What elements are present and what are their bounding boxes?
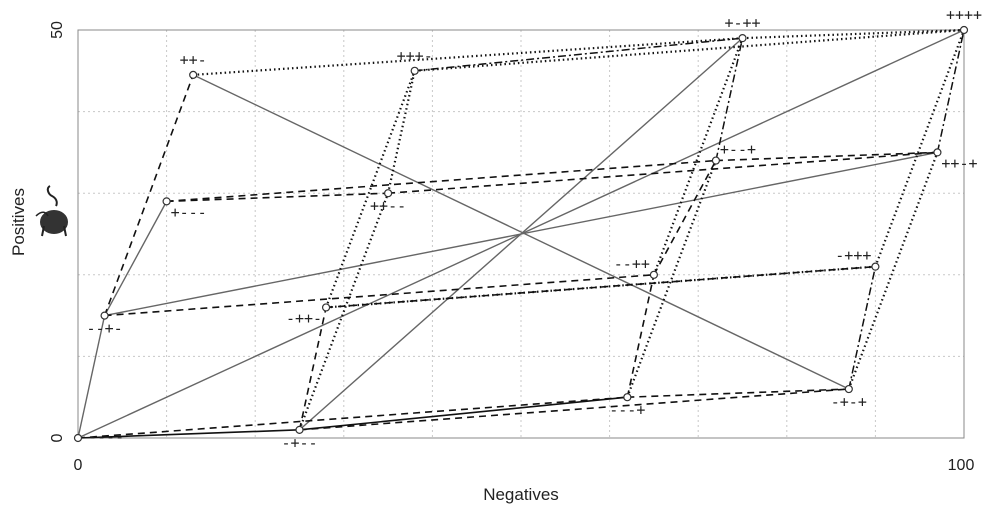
lattice-edge-p2-p4 bbox=[103, 74, 194, 316]
y-axis-title: Positives bbox=[9, 188, 28, 256]
data-point-p15 bbox=[933, 148, 942, 157]
lattice-edge-p8-p12 bbox=[414, 37, 743, 72]
data-point-p7 bbox=[384, 189, 393, 198]
point-label-p6: -++- bbox=[286, 309, 322, 327]
lattice-lines bbox=[77, 28, 966, 439]
lattice-edge-p9-p10 bbox=[626, 274, 655, 398]
grid bbox=[78, 30, 964, 438]
lattice-edge-p2-p10 bbox=[104, 274, 654, 317]
data-point-p9 bbox=[623, 393, 632, 402]
lattice-edge-p6-p8 bbox=[325, 70, 416, 308]
point-label-p3: +--- bbox=[171, 203, 207, 221]
data-point-p2 bbox=[100, 311, 109, 320]
point-label-p14: -+++ bbox=[835, 247, 871, 265]
lattice-edge-p10-p12 bbox=[652, 37, 744, 276]
data-point-p4 bbox=[189, 70, 198, 79]
lattice-edge-p5-p6 bbox=[298, 307, 327, 431]
point-label-p11: +--+ bbox=[720, 141, 756, 159]
lattice-edge-p9-p11 bbox=[626, 160, 717, 398]
data-point-p5 bbox=[295, 425, 304, 434]
lattice-edge-p4-p13 bbox=[192, 74, 850, 390]
lattice-edge-p3-p11 bbox=[166, 159, 716, 203]
x-tick-100: 100 bbox=[948, 457, 975, 474]
data-point-p10 bbox=[649, 270, 659, 279]
lattice-edge-p13-p14 bbox=[848, 266, 877, 390]
data-point-p3 bbox=[162, 197, 171, 206]
ostrich-icon bbox=[35, 185, 68, 237]
y-tick-50: 50 bbox=[49, 21, 66, 39]
lattice-edge-p1-p2 bbox=[77, 315, 106, 439]
data-point-p14 bbox=[871, 262, 880, 271]
lattice-edge-p9-p13 bbox=[627, 388, 849, 398]
lattice-edge-p8-p16 bbox=[414, 28, 965, 72]
lattice-edge-p1-p5 bbox=[77, 429, 300, 439]
point-label-p9: ---+ bbox=[609, 401, 645, 419]
lattice-edge-p2-p3 bbox=[103, 201, 168, 316]
point-label-p5: -+-- bbox=[281, 434, 317, 452]
plot-frame bbox=[77, 29, 965, 439]
point-label-p8: +++- bbox=[397, 47, 433, 65]
lattice-edge-p7-p15 bbox=[388, 151, 938, 194]
data-point-p1 bbox=[73, 433, 83, 443]
lattice-edge-p12-p16 bbox=[742, 28, 965, 40]
x-axis-title: Negatives bbox=[483, 485, 559, 504]
lattice-edge-p11-p12 bbox=[715, 38, 744, 161]
point-label-p4: ++- bbox=[180, 51, 207, 69]
x-tick-0: 0 bbox=[74, 457, 83, 474]
data-point-p12 bbox=[738, 34, 747, 43]
point-label-p1: ---- bbox=[88, 428, 124, 446]
point-label-p10: --++ bbox=[614, 255, 650, 273]
lattice-edge-p7-p8 bbox=[387, 70, 416, 194]
lattice-edge-p4-p12 bbox=[193, 37, 743, 76]
lattice-edge-p5-p7 bbox=[298, 192, 390, 431]
data-point-p8 bbox=[410, 66, 419, 75]
lattice-edge-p5-p13 bbox=[299, 388, 849, 431]
point-labels: ---- --+- +--- ++- -+-- -++- ++-- +++- ---+ --++ +… bbox=[87, 6, 983, 452]
lattice-edge-p14-p16 bbox=[874, 29, 966, 268]
point-label-p16: ++++ bbox=[946, 6, 982, 24]
lattice-edge-p11-p15 bbox=[715, 151, 938, 162]
lattice-edge-p10-p11 bbox=[653, 160, 717, 276]
lattice-edge-p5-p9 bbox=[299, 396, 628, 431]
data-point-p11 bbox=[711, 156, 721, 165]
lattice-edge-p3-p7 bbox=[166, 192, 389, 203]
point-label-p13: -+-+ bbox=[831, 393, 867, 411]
point-label-p12: +-++ bbox=[724, 14, 760, 32]
data-point-p13 bbox=[844, 384, 853, 394]
lattice-edge-p6-p14 bbox=[325, 265, 876, 309]
lattice-edge-p5-p12 bbox=[299, 37, 743, 431]
point-label-p15: ++-+ bbox=[941, 154, 977, 172]
y-tick-0: 0 bbox=[49, 433, 66, 442]
data-points bbox=[73, 25, 969, 443]
data-point-p16 bbox=[959, 25, 969, 35]
lattice-edge-p13-p15 bbox=[847, 152, 939, 390]
point-label-p2: --+- bbox=[87, 320, 123, 338]
data-point-p6 bbox=[321, 303, 331, 312]
lattice-edge-p1-p9 bbox=[77, 396, 628, 439]
point-label-p7: ++-- bbox=[370, 197, 406, 215]
lattice-edge-p15-p16 bbox=[936, 29, 965, 153]
